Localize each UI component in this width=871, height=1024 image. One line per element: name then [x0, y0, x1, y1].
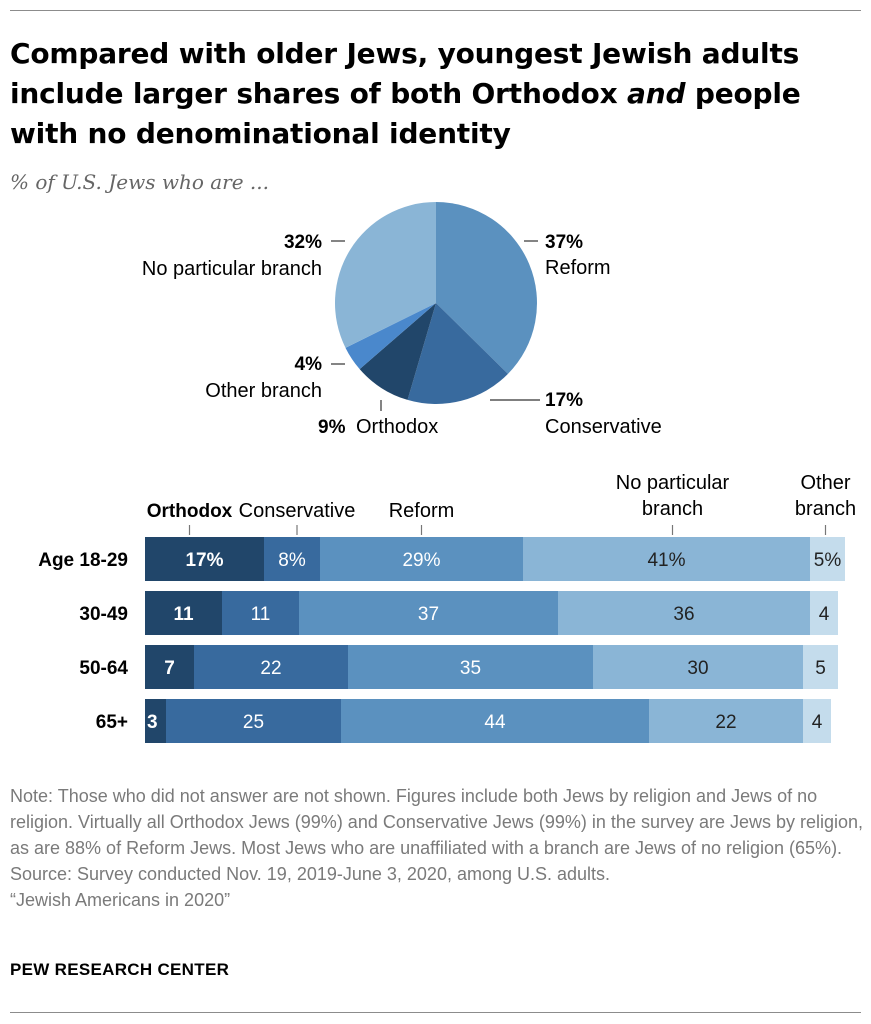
bar-conservative-65plus [166, 699, 341, 743]
bar-label-no-particular-branch-30-49: 36 [673, 604, 694, 625]
chart-title: Compared with older Jews, youngest Jewis… [10, 37, 801, 150]
report-title: “Jewish Americans in 2020” [10, 890, 231, 910]
header-label-reform: Reform [389, 500, 455, 522]
bar-no-particular-branch-65plus [649, 699, 803, 743]
row-label-50-64: 50-64 [79, 658, 128, 679]
bar-reform-age-18-29 [320, 537, 523, 581]
notes-block: Note: Those who did not answer are not s… [10, 783, 865, 913]
bar-reform-50-64 [348, 645, 593, 689]
bar-label-orthodox-65plus: 3 [147, 712, 158, 733]
header-label-other-branch: Other branch [795, 472, 856, 520]
source-text: Source: Survey conducted Nov. 19, 2019-J… [10, 864, 611, 884]
row-label-65plus: 65+ [96, 712, 128, 733]
row-label-30-49: 30-49 [79, 604, 128, 625]
bar-label-no-particular-branch-65plus: 22 [715, 712, 736, 733]
stacked-bar-chart: Orthodox Conservative Reform No particular b… [38, 472, 856, 743]
bar-label-reform-30-49: 37 [418, 604, 439, 625]
bar-label-other-branch-30-49: 4 [819, 604, 830, 625]
org-name: PEW RESEARCH CENTER [10, 960, 230, 979]
bar-conservative-30-49 [222, 591, 299, 635]
pie-chart: 37% Reform 17% Conservative 9% Orthodox 4% Othe… [142, 202, 662, 438]
bar-no-particular-branch-age-18-29 [523, 537, 810, 581]
header-label-conservative: Conservative [239, 500, 356, 522]
bar-conservative-age-18-29 [264, 537, 320, 581]
bar-other-branch-30-49 [810, 591, 838, 635]
title-emphasis: and [627, 77, 686, 110]
pie-value-reform: 37% [545, 232, 583, 253]
bar-label-reform-50-64: 35 [460, 658, 481, 679]
bar-label-other-branch-65plus: 4 [812, 712, 823, 733]
bar-label-other-branch-50-64: 5 [815, 658, 826, 679]
pie-slice-reform [436, 202, 537, 374]
bar-reform-30-49 [299, 591, 558, 635]
header-label-orthodox: Orthodox [147, 501, 233, 522]
bar-no-particular-branch-30-49 [558, 591, 810, 635]
bar-conservative-50-64 [194, 645, 348, 689]
bar-label-conservative-age-18-29: 8% [278, 550, 306, 571]
pie-value-no-particular-branch: 32% [284, 232, 322, 253]
pie-slice-no-particular-branch [334, 202, 436, 348]
bar-label-other-branch-age-18-29: 5% [814, 550, 842, 571]
bar-label-conservative-30-49: 11 [251, 604, 271, 625]
bar-no-particular-branch-50-64 [593, 645, 803, 689]
bar-label-orthodox-30-49: 11 [173, 604, 194, 625]
pie-slice-conservative [407, 303, 508, 404]
bar-other-branch-50-64 [803, 645, 838, 689]
pie-value-orthodox: 9% [318, 417, 346, 438]
bar-label-conservative-50-64: 22 [260, 658, 281, 679]
bar-orthodox-30-49 [145, 591, 222, 635]
bar-orthodox-age-18-29 [145, 537, 264, 581]
pie-slice-orthodox [359, 303, 436, 400]
note-text: Note: Those who did not answer are not s… [10, 786, 864, 858]
bar-label-conservative-65plus: 25 [243, 712, 264, 733]
bar-other-branch-65plus [803, 699, 831, 743]
bar-label-orthodox-age-18-29: 17% [185, 550, 223, 571]
chart-canvas: 37% Reform 17% Conservative 9% Orthodox 4% Othe… [38, 202, 856, 743]
pie-label-reform: Reform [545, 257, 611, 279]
header-label-no-particular-branch: No particular branch [616, 472, 730, 520]
top-rule [10, 10, 861, 11]
bar-label-orthodox-50-64: 7 [164, 658, 175, 679]
bar-orthodox-65plus [145, 699, 166, 743]
bar-label-no-particular-branch-age-18-29: 41% [647, 550, 685, 571]
bar-label-reform-age-18-29: 29% [402, 550, 440, 571]
bar-label-no-particular-branch-50-64: 30 [687, 658, 708, 679]
pie-slice-other-branch [345, 303, 436, 370]
pie-label-orthodox: Orthodox [356, 416, 438, 438]
row-label-age-18-29: Age 18-29 [38, 550, 128, 571]
pie-label-conservative: Conservative [545, 416, 662, 438]
bar-reform-65plus [341, 699, 649, 743]
bar-other-branch-age-18-29 [810, 537, 845, 581]
pie-value-other-branch: 4% [295, 354, 323, 375]
pie-value-conservative: 17% [545, 390, 583, 411]
bar-label-reform-65plus: 44 [484, 712, 506, 733]
bar-orthodox-50-64 [145, 645, 194, 689]
pie-label-other-branch: Other branch [205, 380, 322, 402]
pie-label-no-particular-branch: No particular branch [142, 258, 322, 280]
chart-subtitle: % of U.S. Jews who are ... [10, 170, 269, 194]
bottom-rule [10, 1012, 861, 1013]
